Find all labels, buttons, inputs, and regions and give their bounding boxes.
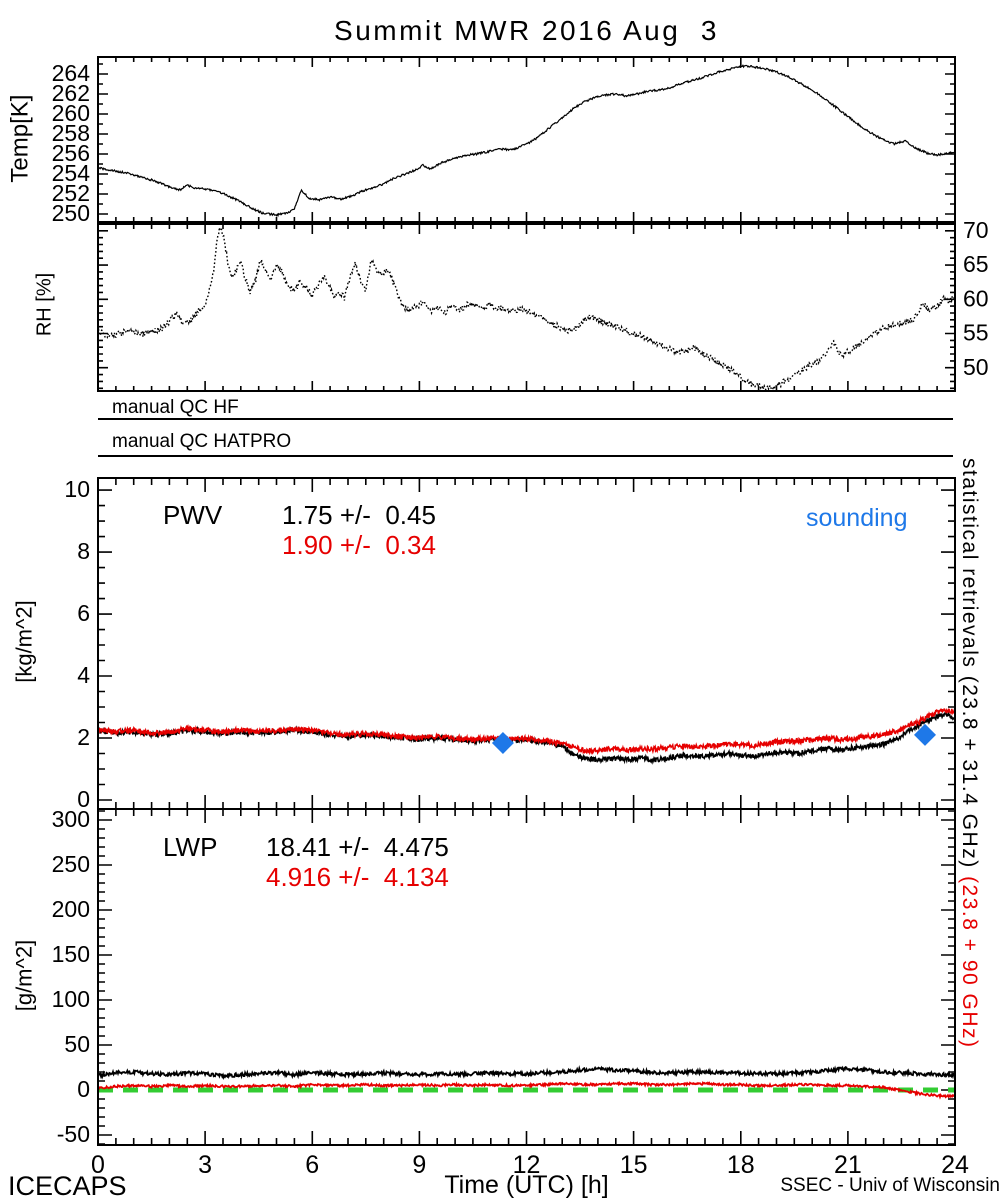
sounding-marker [914,723,937,746]
temp-ytick-label: 252 [52,180,90,206]
lwp-ytick-label: 300 [52,806,90,832]
surface-temperature-trace [98,64,955,218]
pwv-stat-black: 1.75 +/- 0.45 [282,500,436,530]
x-tick-label: 0 [91,1151,105,1179]
x-tick-label: 24 [941,1151,969,1179]
pwv-ytick-label: 0 [77,786,90,812]
pwv-panel-title: PWV [163,500,223,530]
pwv-23.8-90GHz-trace [98,708,955,756]
x-tick-label: 9 [412,1151,426,1179]
lwp-stat-red: 4.916 +/- 4.134 [266,862,449,892]
x-tick-label: 15 [620,1151,648,1179]
temp-ytick-label: 250 [52,200,90,226]
pwv-panel: 0 2 4 6 8 10 [64,476,956,812]
rh-ytick-label: 70 [963,217,989,243]
x-tick-label: 18 [727,1151,755,1179]
pwv-ytick-label: 6 [77,600,90,626]
pwv-axis-label: [kg/m^2] [11,600,37,683]
lwp-ytick-label: -50 [57,1121,90,1147]
lwp-ytick-label: 0 [77,1076,90,1102]
rh-panel: 50 55 60 65 70 [97,217,989,392]
institution-label: SSEC - Univ of Wisconsin [780,1175,1000,1196]
relative-humidity-trace [98,227,955,391]
lwp-ytick-label: 200 [52,896,90,922]
lwp-panel-title: LWP [163,832,218,862]
lwp-stat-black: 18.41 +/- 4.475 [266,832,449,862]
qc-hf-divider [98,418,953,420]
temp-ytick-label: 264 [52,60,91,86]
pwv-stat-red: 1.90 +/- 0.34 [282,530,436,560]
temp-frame [97,56,956,223]
rh-frame [97,223,956,392]
qc-hatpro-label: manual QC HATPRO [112,431,292,452]
qc-hatpro-divider [98,455,953,457]
lwp-ytick-label: 150 [52,941,90,967]
retrieval-method-black: statistical retrievals (23.8 + 31.4 GHz) [958,458,981,877]
lwp-23.8-31.4GHz-trace [98,1065,955,1081]
rh-ytick-label: 65 [963,251,989,277]
pwv-ytick-label: 4 [77,662,90,688]
sounding-legend-label: sounding [806,504,908,532]
qc-hf-label: manual QC HF [112,397,239,418]
pwv-ytick-label: 10 [64,476,90,502]
time-axis-label: Time (UTC) [h] [444,1171,609,1199]
temp-ytick-label: 256 [52,140,90,166]
project-name-label: ICECAPS [8,1171,127,1201]
sounding-marker [491,731,514,754]
rh-axis-label: RH [%] [33,272,56,337]
rh-ytick-label: 60 [963,285,989,311]
lwp-axis-label: [g/m^2] [11,939,37,1012]
x-tick-label: 12 [513,1151,541,1179]
lwp-frame [97,808,956,1146]
rh-ytick-label: 55 [963,320,989,346]
x-tick-label: 3 [198,1151,212,1179]
lwp-ytick-label: 50 [64,1031,90,1057]
pwv-ytick-label: 8 [77,538,90,564]
temp-axis-label: Temp[K] [6,94,34,183]
lwp-23.8-90GHz-trace [98,1080,955,1100]
lwp-ytick-label: 100 [52,986,90,1012]
page-title: Summit MWR 2016 Aug 3 [334,15,719,46]
x-tick-label: 21 [834,1151,862,1179]
pwv-ytick-label: 2 [77,724,90,750]
rh-ytick-label: 50 [963,354,989,380]
temp-ytick-label: 262 [52,80,90,106]
temp-ytick-label: 260 [52,100,90,126]
x-tick-label: 6 [305,1151,319,1179]
retrieval-method-label: statistical retrievals (23.8 + 31.4 GHz)… [957,458,981,1200]
lwp-ytick-label: 250 [52,851,90,877]
retrieval-method-red: (23.8 + 90 GHz) [958,876,981,1049]
temp-ytick-label: 254 [52,160,91,186]
temp-ytick-label: 258 [52,120,90,146]
